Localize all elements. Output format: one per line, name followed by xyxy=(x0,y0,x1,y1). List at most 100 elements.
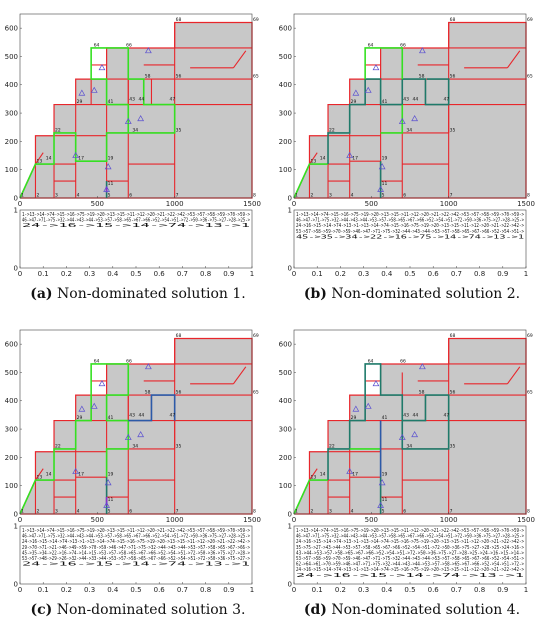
node-label: 14 xyxy=(46,156,52,162)
node-label: 11 xyxy=(382,497,388,503)
route-path xyxy=(293,479,329,515)
node-label: 47 xyxy=(169,412,175,418)
bottom-x-tick-label: 0.9 xyxy=(497,270,508,278)
bottom-y-tick-label: 0 xyxy=(288,580,292,588)
aisle-segment xyxy=(35,468,44,481)
y-tick-label: 500 xyxy=(279,53,292,61)
node-label: 68 xyxy=(176,333,182,339)
bottom-x-tick-label: 0.7 xyxy=(451,586,462,594)
y-tick-label: 0 xyxy=(14,194,18,202)
node-label: 56 xyxy=(450,74,456,80)
node-label: 66 xyxy=(126,358,132,364)
node-label: 44 xyxy=(139,412,145,418)
bottom-x-tick-label: 1 xyxy=(250,586,254,594)
y-tick-label: 200 xyxy=(5,454,18,462)
node-label: 68 xyxy=(450,333,456,339)
route-sequence-line: 46->47->71->75->32->44->43->44->53->57->… xyxy=(296,534,524,540)
node-label: 1 xyxy=(21,509,24,515)
aisle-segment xyxy=(309,152,318,165)
node-label: 47 xyxy=(169,96,175,102)
node-label: 5 xyxy=(108,509,111,515)
route-sequence-line: 46->47->71->75->32->44->43->44->53->57->… xyxy=(22,218,250,224)
bottom-x-tick-label: 0.1 xyxy=(38,586,49,594)
node-label: 47 xyxy=(443,96,449,102)
node-label: 56 xyxy=(176,390,182,396)
item-marker xyxy=(137,431,145,438)
item-marker xyxy=(378,479,386,486)
node-label: 13 xyxy=(36,159,42,165)
bottom-x-tick-label: 0.5 xyxy=(130,270,141,278)
node-label: 69 xyxy=(527,17,533,23)
route-sequence-line: 24->16->15->14->74->13->1->13->14->74->1… xyxy=(296,539,524,545)
item-marker xyxy=(104,163,112,170)
y-tick-label: 500 xyxy=(279,369,292,377)
node-label: 8 xyxy=(527,509,530,515)
caption-solution-1: (a) Non-dominated solution 1. xyxy=(30,286,246,302)
item-marker xyxy=(364,402,372,409)
bottom-x-tick-label: 0.6 xyxy=(154,270,166,278)
bottom-x-tick-label: 0.1 xyxy=(312,270,323,278)
y-tick-label: 400 xyxy=(5,81,18,89)
route-sequence-line: 46->47->71->75->32->44->43->44->53->57->… xyxy=(22,534,250,540)
node-label: 22 xyxy=(55,127,61,133)
item-marker xyxy=(104,479,112,486)
node-label: 11 xyxy=(108,497,114,503)
route-path xyxy=(128,394,176,422)
bottom-y-tick-label: 0 xyxy=(288,264,292,272)
node-label: 1 xyxy=(21,193,24,199)
x-tick-label: 1000 xyxy=(440,516,458,524)
route-path xyxy=(327,363,450,481)
route-sequence-line: 24->16->15->14->74->13->1 xyxy=(296,573,524,579)
node-label: 7 xyxy=(176,509,179,515)
node-label: 68 xyxy=(450,17,456,23)
item-marker xyxy=(72,151,80,158)
node-label: 29 xyxy=(77,415,83,421)
x-tick-label: 1000 xyxy=(166,200,184,208)
node-label: 41 xyxy=(108,415,114,421)
node-label: 17 xyxy=(78,472,84,478)
route-sequence-line: 45->35->34->22->16->74->14->15->53->57->… xyxy=(22,550,250,556)
node-label: 5 xyxy=(382,509,385,515)
node-label: 6 xyxy=(129,509,132,515)
node-label: 17 xyxy=(352,472,358,478)
top-plot-frame xyxy=(19,329,253,515)
route-sequence-line: 1->13->14->74->15->16->75->19->20->13->1… xyxy=(296,528,524,534)
route-sequence-line: 53->57->48->29->26->32->44->33->44->53->… xyxy=(22,556,250,562)
bottom-x-tick-label: 0.2 xyxy=(61,586,72,594)
bottom-x-tick-label: 0.8 xyxy=(474,270,485,278)
node-label: 8 xyxy=(253,509,256,515)
node-label: 7 xyxy=(176,193,179,199)
node-label: 64 xyxy=(368,358,374,364)
node-label: 69 xyxy=(527,333,533,339)
x-tick-label: 0 xyxy=(18,200,22,208)
node-label: 5 xyxy=(382,193,385,199)
node-label: 1 xyxy=(295,509,298,515)
node-label: 69 xyxy=(253,333,259,339)
aisle-segment xyxy=(506,366,521,385)
node-label: 2 xyxy=(310,509,313,515)
node-label: 64 xyxy=(368,42,374,48)
item-marker xyxy=(144,363,152,370)
bottom-x-tick-label: 0.9 xyxy=(223,586,234,594)
item-marker xyxy=(98,64,106,71)
item-marker xyxy=(377,185,385,192)
item-marker xyxy=(352,405,360,412)
node-label: 35 xyxy=(176,443,182,449)
node-label: 44 xyxy=(413,412,419,418)
node-label: 13 xyxy=(36,475,42,481)
top-plot-frame xyxy=(293,329,527,515)
bottom-x-tick-label: 0.6 xyxy=(428,586,440,594)
aisle-segment xyxy=(35,152,44,165)
item-marker xyxy=(78,89,86,96)
item-marker xyxy=(364,86,372,93)
bottom-x-tick-label: 0.8 xyxy=(200,586,211,594)
x-tick-label: 1500 xyxy=(243,200,261,208)
node-label: 6 xyxy=(403,509,406,515)
bottom-x-tick-label: 0.4 xyxy=(107,586,119,594)
node-label: 35 xyxy=(176,127,182,133)
node-label: 14 xyxy=(320,156,326,162)
node-label: 19 xyxy=(108,156,114,162)
item-marker xyxy=(124,117,132,124)
